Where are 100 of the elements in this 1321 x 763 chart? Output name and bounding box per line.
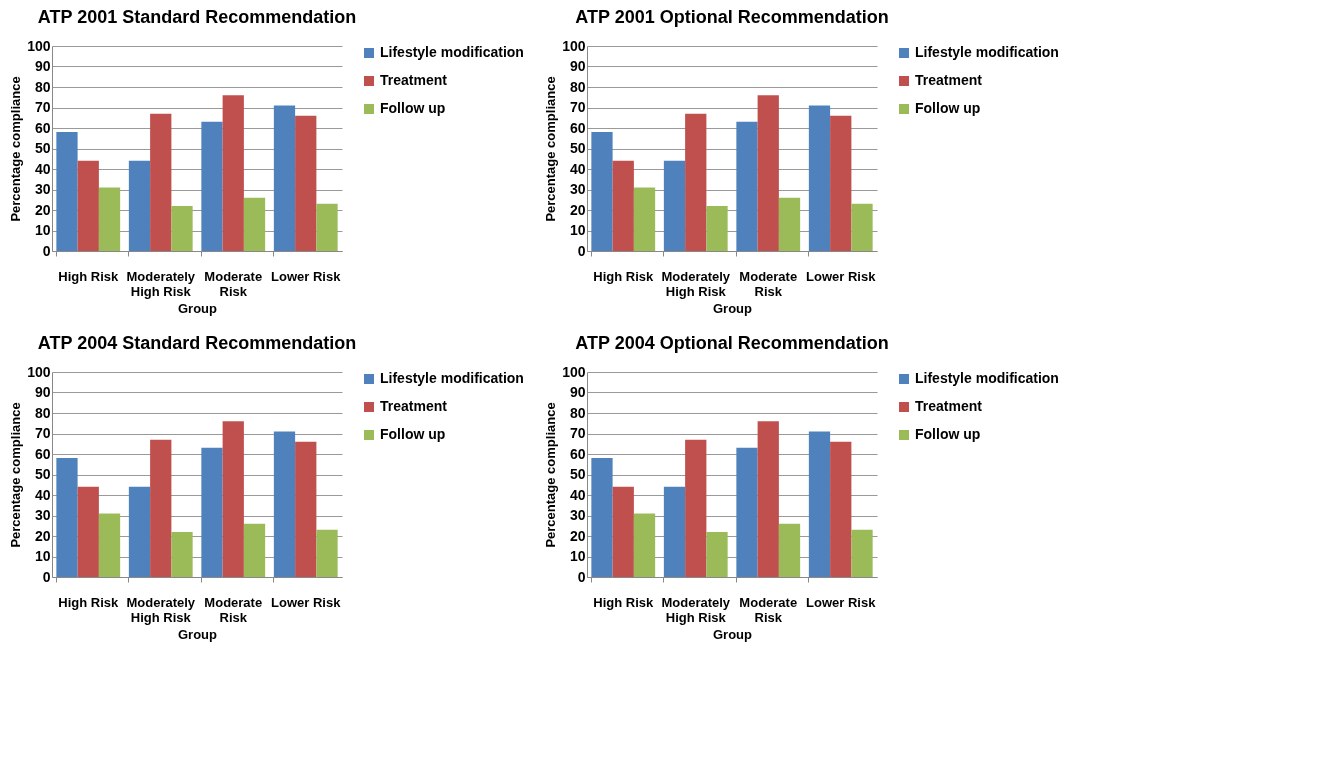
y-tick-label: 40 — [569, 486, 586, 503]
legend-label: Lifestyle modification — [380, 370, 524, 386]
y-tick-label: 100 — [27, 363, 51, 380]
y-tick-label: 30 — [34, 181, 51, 197]
x-tick-label: High Risk — [58, 268, 119, 284]
y-tick-label: 50 — [34, 466, 51, 482]
y-tick-label: 60 — [34, 119, 51, 136]
y-tick-label: 50 — [34, 140, 51, 156]
bar — [150, 113, 172, 251]
bar — [77, 486, 99, 577]
y-tick-label: 80 — [569, 404, 586, 421]
y-tick-label: 0 — [577, 242, 586, 259]
y-axis-title: Percentage compliance — [543, 76, 559, 222]
bar — [851, 203, 873, 251]
x-tick-label: Moderate Risk — [204, 594, 263, 625]
chart-title: ATP 2004 Optional Recommendation — [575, 333, 889, 353]
bar — [591, 458, 613, 577]
bar — [273, 431, 296, 577]
bar — [201, 447, 223, 577]
legend-label: Lifestyle modification — [380, 44, 524, 60]
y-tick-label: 90 — [34, 58, 51, 74]
y-tick-label: 0 — [42, 242, 51, 259]
y-tick-label: 10 — [34, 548, 51, 564]
y-tick-label: 80 — [34, 78, 51, 95]
y-tick-label: 40 — [569, 160, 586, 177]
y-axis-title: Percentage compliance — [8, 76, 24, 222]
y-tick-label: 70 — [569, 425, 586, 441]
y-tick-label: 90 — [569, 58, 586, 74]
bar — [201, 121, 223, 251]
y-tick-label: 70 — [34, 99, 51, 115]
y-tick-label: 80 — [34, 404, 51, 421]
y-tick-label: 20 — [34, 527, 51, 544]
y-tick-label: 70 — [569, 99, 586, 115]
bar — [851, 529, 873, 577]
y-tick-label: 60 — [569, 445, 586, 462]
bar — [222, 421, 244, 577]
bar — [243, 197, 266, 251]
bar — [830, 441, 852, 577]
y-tick-label: 60 — [569, 119, 586, 136]
bar — [243, 523, 266, 577]
x-axis-title: Group — [178, 300, 218, 316]
y-tick-label: 0 — [577, 568, 586, 585]
legend-label: Treatment — [380, 72, 448, 88]
y-tick-label: 10 — [34, 222, 51, 238]
x-axis-title: Group — [713, 626, 753, 642]
bar — [98, 187, 121, 251]
y-tick-label: 100 — [562, 363, 586, 380]
y-tick-label: 80 — [569, 78, 586, 95]
bar — [56, 458, 78, 577]
bar — [171, 531, 193, 577]
x-tick-label: Moderately High Risk — [126, 594, 196, 625]
bar — [778, 197, 801, 251]
y-axis-title: Percentage compliance — [543, 402, 559, 548]
bar — [316, 203, 338, 251]
legend-label: Follow up — [380, 426, 446, 442]
bar — [150, 439, 172, 577]
bar — [128, 160, 151, 251]
y-tick-label: 30 — [34, 507, 51, 523]
x-tick-label: High Risk — [58, 594, 119, 610]
chart-title: ATP 2004 Standard Recommendation — [37, 333, 357, 353]
bar — [222, 95, 244, 251]
bar — [757, 421, 779, 577]
bar — [663, 160, 686, 251]
legend-label: Follow up — [915, 100, 981, 116]
bar — [612, 160, 634, 251]
x-tick-label: Moderate Risk — [204, 268, 263, 299]
bar — [612, 486, 634, 577]
legend-label: Treatment — [915, 398, 983, 414]
y-tick-label: 20 — [569, 527, 586, 544]
bar — [663, 486, 686, 577]
legend-label: Lifestyle modification — [915, 44, 1059, 60]
x-axis-title: Group — [178, 626, 218, 642]
y-tick-label: 100 — [562, 37, 586, 54]
y-tick-label: 10 — [569, 222, 586, 238]
x-tick-label: Moderate Risk — [739, 268, 798, 299]
x-tick-label: Lower Risk — [271, 268, 342, 284]
y-tick-label: 20 — [569, 201, 586, 218]
bar — [808, 431, 831, 577]
bar — [778, 523, 801, 577]
y-tick-label: 70 — [34, 425, 51, 441]
x-tick-label: Moderately High Risk — [661, 268, 731, 299]
bar — [128, 486, 151, 577]
bar — [685, 439, 707, 577]
x-tick-label: Moderately High Risk — [126, 268, 196, 299]
x-tick-label: Moderately High Risk — [661, 594, 731, 625]
bar — [706, 531, 728, 577]
x-tick-label: Lower Risk — [806, 594, 877, 610]
bar — [295, 441, 317, 577]
y-tick-label: 100 — [27, 37, 51, 54]
bar — [757, 95, 779, 251]
y-axis-title: Percentage compliance — [8, 402, 24, 548]
legend-label: Follow up — [915, 426, 981, 442]
y-tick-label: 0 — [42, 568, 51, 585]
y-tick-label: 90 — [569, 384, 586, 400]
y-tick-label: 10 — [569, 548, 586, 564]
y-tick-label: 40 — [34, 160, 51, 177]
bar — [633, 513, 656, 577]
legend-label: Treatment — [915, 72, 983, 88]
y-tick-label: 90 — [34, 384, 51, 400]
x-tick-label: High Risk — [593, 268, 654, 284]
